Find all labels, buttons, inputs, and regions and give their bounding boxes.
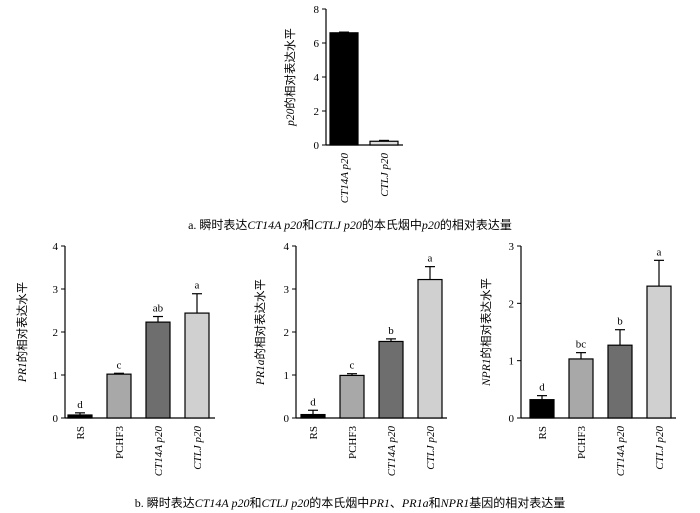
bar	[529, 399, 555, 419]
category-label: CTLJ p20	[425, 426, 437, 470]
bar	[145, 321, 171, 419]
category-label: CT14A p20	[386, 426, 398, 477]
significance-letter: a	[195, 280, 200, 292]
y-axis-title: PR1a的相对表达水平	[253, 279, 267, 386]
category-label: PCHF3	[576, 426, 588, 460]
significance-letter: bc	[576, 339, 587, 351]
category-label: CTLJ p20	[379, 153, 391, 197]
y-axis-title: NPR1的相对表达水平	[479, 278, 493, 387]
significance-letter: c	[117, 359, 122, 371]
chart-panel-a: 0 2 4 6 8 p20的相对表达水平 CT14A p20 CTLJ p20	[283, 4, 403, 203]
significance-letter: a	[428, 253, 433, 265]
bar	[646, 285, 672, 419]
chart-panel-b-npr1: 0 1 2 3 NPR1的相对表达水平 d RS bc PCHF3 b CT14A p20 a CTLJ…	[479, 241, 676, 476]
y-tick-label: 1	[509, 356, 515, 368]
category-label: RS	[308, 426, 320, 439]
y-tick-label: 4	[53, 241, 59, 253]
y-tick-label: 8	[314, 4, 320, 16]
significance-letter: d	[77, 399, 83, 411]
significance-letter: ab	[153, 303, 164, 315]
caption-panel-a: a. 瞬时表达CT14A p20和CTLJ p20的本氏烟中p20的相对表达量	[188, 217, 512, 232]
y-tick-label: 4	[314, 72, 320, 84]
chart-panel-b-pr1a: 0 1 2 3 4 PR1a的相对表达水平 d RS c PCHF3 b CT14A p20 a CTLJ…	[253, 241, 447, 476]
y-tick-label: 2	[314, 106, 320, 118]
significance-letter: d	[310, 396, 316, 408]
y-tick-label: 2	[53, 327, 59, 339]
y-axis-title: p20的相对表达水平	[283, 28, 297, 127]
y-axis-title: PR1的相对表达水平	[15, 282, 29, 383]
y-tick-label: 0	[53, 413, 59, 425]
category-label: RS	[537, 426, 549, 439]
category-label: CT14A p20	[615, 426, 627, 477]
significance-letter: b	[388, 325, 394, 337]
y-tick-label: 3	[509, 241, 515, 253]
caption-panel-b: b. 瞬时表达CT14A p20和CTLJ p20的本氏烟中PR1、PR1a和N…	[135, 495, 566, 510]
y-tick-label: 0	[509, 413, 515, 425]
bar	[607, 344, 633, 419]
bar	[184, 312, 210, 419]
bar	[568, 358, 594, 419]
bar	[329, 32, 359, 146]
y-tick-label: 6	[314, 38, 320, 50]
significance-letter: b	[617, 316, 623, 328]
y-tick-label: 0	[314, 140, 320, 152]
y-tick-label: 4	[284, 241, 290, 253]
category-label: CTLJ p20	[192, 426, 204, 470]
y-tick-label: 1	[284, 370, 290, 382]
category-label: CT14A p20	[153, 426, 165, 477]
y-tick-label: 0	[284, 413, 290, 425]
category-label: RS	[75, 426, 87, 439]
significance-letter: a	[657, 246, 662, 258]
significance-letter: d	[539, 382, 545, 394]
bar	[369, 140, 399, 146]
y-tick-label: 3	[284, 284, 290, 296]
bar	[67, 414, 93, 419]
bar	[300, 413, 326, 419]
category-label: CTLJ p20	[654, 426, 666, 470]
category-label: PCHF3	[347, 426, 359, 460]
bar	[339, 374, 365, 419]
significance-letter: c	[350, 360, 355, 372]
y-tick-label: 1	[53, 370, 59, 382]
chart-panel-b-pr1: 0 1 2 3 4 PR1的相对表达水平 d RS c PCHF3 ab CT14A p20 a CTLJ…	[15, 241, 215, 476]
bar	[378, 340, 404, 419]
category-label: PCHF3	[114, 426, 126, 460]
y-tick-label: 2	[509, 298, 515, 310]
y-tick-label: 2	[284, 327, 290, 339]
category-label: CT14A p20	[339, 153, 351, 204]
bar	[417, 278, 443, 419]
y-tick-label: 3	[53, 284, 59, 296]
bar	[106, 373, 132, 419]
